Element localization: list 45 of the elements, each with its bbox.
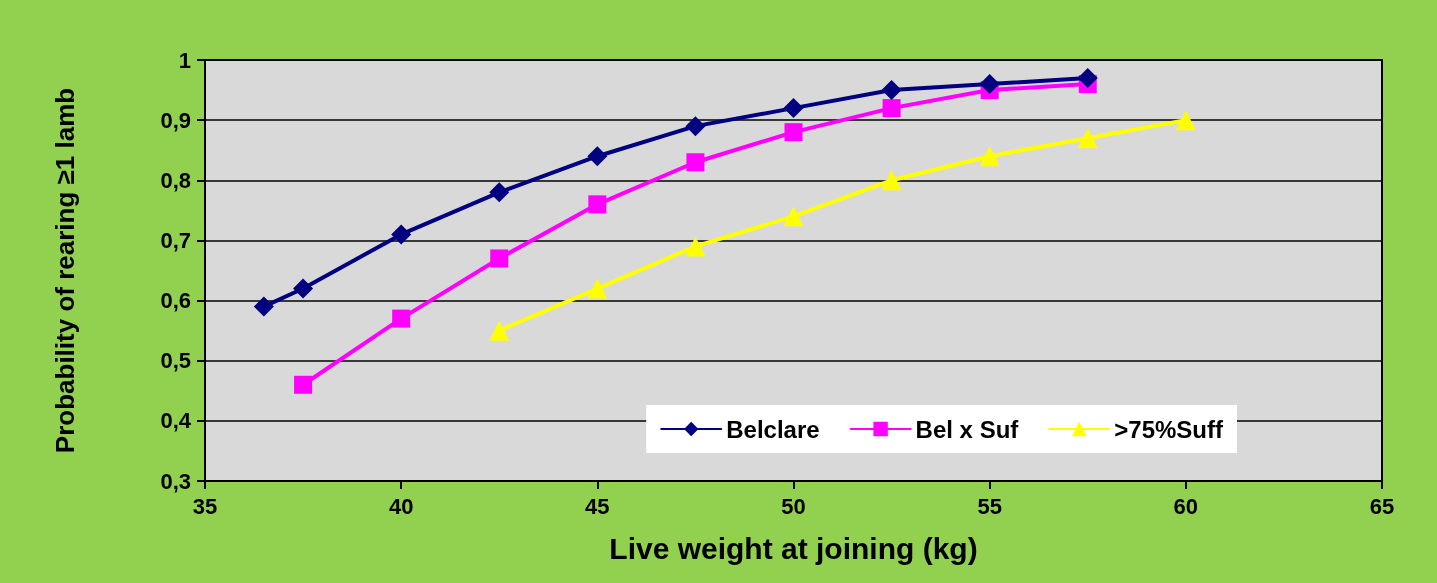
point	[588, 195, 607, 214]
point	[490, 249, 509, 268]
point	[783, 206, 804, 227]
point	[783, 98, 804, 119]
point	[784, 123, 803, 142]
y-tick-label: 0,3	[160, 468, 191, 494]
y-tick-label: 0,5	[160, 348, 191, 374]
legend-label: >75%Suff	[1114, 415, 1225, 443]
y-tick-label: 0,9	[160, 107, 191, 133]
x-tick-label: 40	[388, 493, 414, 519]
point	[881, 170, 902, 191]
legend-label: Belclare	[726, 415, 820, 443]
x-tick-label: 55	[977, 493, 1002, 519]
point	[685, 236, 706, 257]
y-tick-label: 0,6	[160, 288, 191, 314]
y-tick-label: 0,4	[160, 408, 192, 434]
point	[1077, 68, 1098, 89]
y-tick-label: 0,7	[160, 227, 191, 253]
point	[882, 99, 901, 118]
x-tick-label: 60	[1173, 493, 1199, 519]
point	[1077, 128, 1098, 149]
x-tick-label: 65	[1369, 493, 1395, 519]
point	[587, 146, 608, 167]
point	[253, 296, 274, 317]
point	[1175, 110, 1196, 131]
point	[293, 278, 314, 299]
y-axis-title: Probability of rearing ≥1 lamb	[50, 87, 80, 454]
point	[685, 116, 706, 137]
point	[489, 320, 510, 341]
x-tick-label: 35	[192, 493, 218, 519]
point	[392, 309, 411, 328]
point	[587, 278, 608, 299]
point	[881, 80, 902, 101]
x-tick-label: 45	[585, 493, 610, 519]
point	[294, 375, 313, 394]
point	[979, 146, 1000, 167]
legend-label: Bel x Suf	[915, 415, 1020, 443]
point	[979, 74, 1000, 95]
point	[489, 182, 510, 203]
x-tick-label: 50	[781, 493, 806, 519]
y-tick-label: 1	[178, 47, 191, 73]
point	[391, 224, 412, 245]
point	[686, 153, 705, 172]
y-tick-label: 0,8	[160, 167, 191, 193]
x-axis-title: Live weight at joining (kg)	[609, 531, 978, 565]
